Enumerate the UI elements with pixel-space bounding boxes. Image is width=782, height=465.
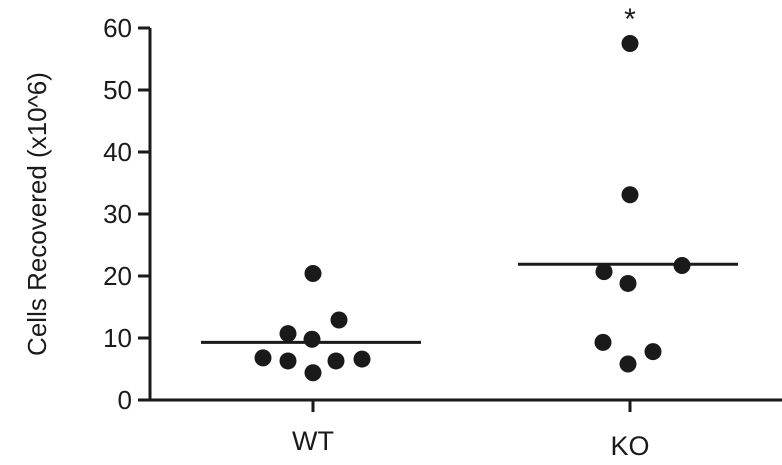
data-point-wt <box>304 364 322 382</box>
y-tick-label: 60 <box>103 13 132 43</box>
data-point-wt <box>304 265 322 283</box>
significance-marker: * <box>624 3 636 36</box>
data-point-wt <box>254 349 272 367</box>
data-point-ko <box>619 274 637 292</box>
data-point-ko <box>595 263 613 281</box>
y-axis-label: Cells Recovered (x10^6) <box>22 72 52 356</box>
data-point-wt <box>327 352 345 370</box>
x-category-label: KO <box>610 431 649 461</box>
data-point-ko <box>621 35 639 52</box>
data-point-ko <box>594 333 612 351</box>
y-tick-label: 10 <box>103 323 132 353</box>
data-point-wt <box>279 352 297 370</box>
data-point-ko <box>621 186 639 204</box>
data-point-wt <box>330 311 348 329</box>
data-point-wt <box>353 350 371 368</box>
y-axis: 0 10 20 30 40 50 60 <box>103 13 152 415</box>
y-tick-label: 40 <box>103 137 132 167</box>
y-tick-label: 30 <box>103 199 132 229</box>
data-point-ko <box>644 343 662 361</box>
data-point-wt <box>303 330 321 348</box>
y-tick-label: 50 <box>103 75 132 105</box>
y-tick-label: 0 <box>118 385 132 415</box>
x-category-label: WT <box>292 426 334 456</box>
data-point-wt <box>279 325 297 343</box>
data-point-ko <box>619 355 637 373</box>
x-axis: WT KO <box>148 398 782 461</box>
plot-area: * <box>201 3 738 382</box>
y-tick-label: 20 <box>103 261 132 291</box>
